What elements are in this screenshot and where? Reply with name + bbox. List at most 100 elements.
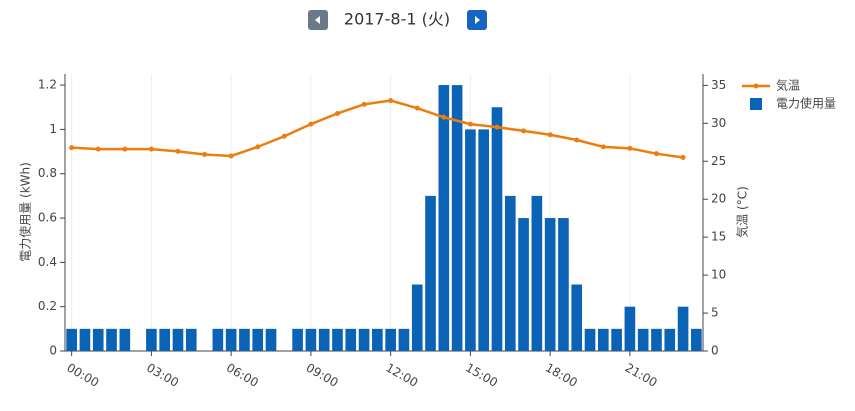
bar	[451, 85, 463, 351]
point	[494, 124, 500, 130]
x-tick-label: 12:00	[383, 361, 420, 390]
bar	[491, 107, 503, 352]
bar	[159, 328, 171, 351]
bar	[305, 328, 317, 351]
point	[308, 121, 314, 127]
bar	[292, 328, 303, 351]
temperature-line	[71, 99, 684, 159]
bar	[624, 306, 636, 351]
point	[653, 151, 659, 157]
point	[255, 144, 261, 150]
bar	[106, 328, 117, 351]
x-tick-label: 18:00	[543, 361, 580, 390]
bar	[611, 328, 622, 351]
point	[148, 146, 154, 152]
legend-swatch	[750, 98, 762, 110]
point	[361, 101, 367, 107]
point	[441, 114, 447, 120]
y-tick-label: 0.6	[38, 211, 57, 225]
point	[122, 146, 128, 152]
bar	[664, 328, 676, 351]
point	[680, 154, 686, 160]
bar	[358, 328, 370, 351]
bar	[465, 129, 476, 351]
bar	[518, 218, 529, 351]
point	[388, 98, 394, 104]
point	[627, 145, 633, 151]
bar	[146, 328, 157, 351]
point	[228, 153, 234, 159]
next-icon	[475, 16, 480, 24]
bar	[571, 284, 583, 351]
bar	[185, 328, 197, 351]
legend-label: 電力使用量	[776, 96, 836, 111]
bar	[252, 328, 264, 351]
point	[202, 151, 208, 157]
bar	[438, 85, 450, 351]
bar	[691, 328, 702, 351]
bar	[478, 129, 490, 351]
bar	[332, 328, 343, 351]
bar	[584, 328, 596, 351]
bar	[212, 328, 224, 351]
y2-axis-label: 気温 (°C)	[735, 186, 750, 238]
y-tick-label: 0.2	[38, 299, 57, 313]
point	[69, 145, 75, 151]
bar	[225, 328, 237, 351]
bar	[172, 328, 184, 351]
point	[95, 146, 101, 152]
y-tick-label: 1	[49, 122, 57, 136]
bar	[637, 328, 649, 351]
point	[414, 105, 420, 111]
point	[547, 132, 553, 138]
y2-tick-label: 25	[711, 154, 726, 168]
bar	[345, 328, 357, 351]
y2-tick-label: 5	[711, 306, 719, 320]
y-axis-label: 電力使用量 (kWh)	[18, 162, 33, 262]
bar	[92, 328, 104, 351]
date-title: 2017-8-1 (火)	[344, 10, 450, 29]
point	[281, 133, 287, 139]
y2-tick-label: 30	[711, 116, 726, 130]
y-tick-label: 1.2	[38, 78, 57, 92]
bar	[597, 328, 609, 351]
bar	[79, 328, 91, 351]
bar	[239, 328, 250, 351]
point	[600, 144, 606, 150]
bar	[318, 328, 330, 351]
point	[521, 128, 527, 134]
bar	[411, 284, 423, 351]
x-tick-label: 06:00	[224, 361, 261, 390]
bar	[504, 195, 516, 351]
bar	[119, 328, 131, 351]
y2-tick-label: 10	[711, 268, 726, 282]
prev-icon	[315, 16, 320, 24]
x-tick-label: 00:00	[64, 361, 101, 390]
y-tick-label: 0	[49, 344, 57, 358]
bar	[372, 328, 383, 351]
x-tick-label: 21:00	[623, 361, 660, 390]
y-tick-label: 0.8	[38, 166, 57, 180]
bar	[385, 328, 396, 351]
legend-label: 気温	[776, 78, 800, 93]
bar	[66, 328, 77, 351]
bar	[677, 306, 689, 351]
point	[467, 121, 473, 127]
x-tick-label: 03:00	[144, 361, 181, 390]
point	[334, 110, 340, 116]
bar	[544, 218, 556, 351]
bar	[651, 328, 662, 351]
y2-tick-label: 35	[711, 78, 726, 92]
y2-tick-label: 20	[711, 192, 726, 206]
y2-tick-label: 15	[711, 230, 726, 244]
y2-tick-label: 0	[711, 344, 719, 358]
bar	[425, 195, 436, 351]
bar	[558, 218, 569, 351]
bar	[265, 328, 277, 351]
point	[574, 137, 580, 143]
bar	[531, 195, 543, 351]
bar	[398, 328, 410, 351]
x-tick-label: 15:00	[463, 361, 500, 390]
y-tick-label: 0.4	[38, 255, 57, 269]
